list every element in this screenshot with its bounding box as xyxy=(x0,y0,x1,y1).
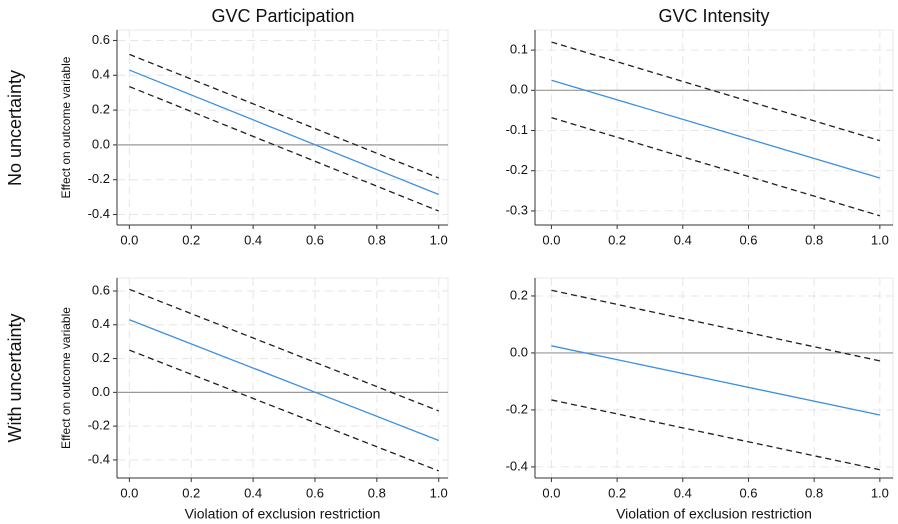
x-axis-label: Violation of exclusion restriction xyxy=(616,506,812,522)
estimate-line xyxy=(551,79,881,179)
y-tick-label: 0.2 xyxy=(92,102,110,117)
estimate-line xyxy=(551,345,880,416)
x-tick-label: 1.0 xyxy=(430,485,448,500)
y-tick-label: 0.0 xyxy=(510,344,528,359)
y-tick-label: 0.1 xyxy=(510,42,528,57)
y-tick-label: 0.0 xyxy=(510,82,528,97)
y-tick-label: -0.2 xyxy=(506,162,528,177)
y-tick-label: -0.2 xyxy=(506,401,528,416)
y-tick-label: 0.6 xyxy=(92,32,110,47)
bound-line xyxy=(551,289,880,362)
x-tick-label: 0.2 xyxy=(182,485,200,500)
y-tick-label: -0.2 xyxy=(88,171,110,186)
x-tick-label: 0.2 xyxy=(608,232,626,247)
x-tick-label: 0.4 xyxy=(674,232,692,247)
plot-frame xyxy=(116,29,449,226)
x-tick-label: 0.6 xyxy=(739,485,757,500)
x-tick-label: 0.0 xyxy=(120,485,138,500)
bound-line xyxy=(551,399,880,471)
y-tick-label: -0.4 xyxy=(506,458,528,473)
x-tick-label: 0.2 xyxy=(182,232,200,247)
x-tick-label: 1.0 xyxy=(430,232,448,247)
bound-line xyxy=(129,85,439,212)
x-tick-label: 0.8 xyxy=(368,485,386,500)
y-tick-label: 0.4 xyxy=(92,316,110,331)
y-tick-label: 0.4 xyxy=(92,67,110,82)
x-tick-label: 0.8 xyxy=(805,232,823,247)
x-tick-label: 0.6 xyxy=(306,232,324,247)
column-title: GVC Intensity xyxy=(658,6,769,26)
y-axis-label: Effect on outcome variable xyxy=(59,56,73,198)
x-tick-label: 0.0 xyxy=(542,485,560,500)
y-tick-label: -0.2 xyxy=(88,418,110,433)
bound-line xyxy=(129,349,439,472)
y-tick-label: -0.4 xyxy=(88,206,110,221)
x-tick-label: 0.0 xyxy=(120,232,138,247)
bound-line xyxy=(551,117,881,217)
column-title: GVC Participation xyxy=(211,6,354,26)
bound-line xyxy=(129,288,439,412)
y-tick-label: 0.2 xyxy=(92,350,110,365)
x-tick-label: 1.0 xyxy=(871,232,889,247)
y-tick-label: -0.3 xyxy=(506,202,528,217)
x-tick-label: 0.6 xyxy=(306,485,324,500)
y-tick-label: 0.0 xyxy=(92,384,110,399)
y-tick-label: 0.6 xyxy=(92,282,110,297)
y-tick-label: -0.4 xyxy=(88,451,110,466)
x-tick-label: 0.4 xyxy=(244,485,262,500)
x-tick-label: 1.0 xyxy=(871,485,889,500)
x-tick-label: 0.6 xyxy=(739,232,757,247)
x-tick-label: 0.4 xyxy=(244,232,262,247)
x-tick-label: 0.4 xyxy=(674,485,692,500)
x-tick-label: 0.8 xyxy=(805,485,823,500)
y-tick-label: 0.0 xyxy=(92,136,110,151)
plot-frame xyxy=(534,277,894,479)
plot-frame xyxy=(534,29,894,226)
bound-line xyxy=(551,41,881,142)
row-label: No uncertainty xyxy=(5,70,25,186)
estimate-line xyxy=(129,319,439,442)
x-tick-label: 0.0 xyxy=(542,232,560,247)
bound-line xyxy=(129,53,439,179)
row-label: With uncertainty xyxy=(5,313,25,442)
y-axis-label: Effect on outcome variable xyxy=(59,307,73,449)
x-tick-label: 0.8 xyxy=(368,232,386,247)
y-tick-label: -0.1 xyxy=(506,122,528,137)
x-axis-label: Violation of exclusion restriction xyxy=(185,506,381,522)
plot-frame xyxy=(116,277,449,479)
y-tick-label: 0.2 xyxy=(510,287,528,302)
x-tick-label: 0.2 xyxy=(608,485,626,500)
estimate-line xyxy=(129,69,439,196)
